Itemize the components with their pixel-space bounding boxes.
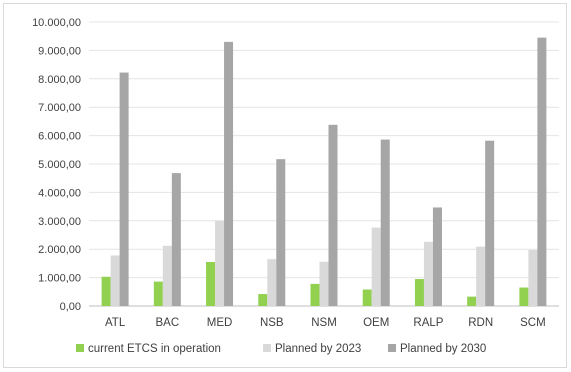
bar-rdn-series-1: [467, 296, 477, 306]
y-tick-label: 8.000,00: [38, 74, 81, 86]
y-tick-label: 6.000,00: [38, 131, 81, 143]
bar-nsm-series-3: [328, 124, 338, 306]
bar-ralp-series-1: [414, 279, 424, 306]
bar-nsm-series-2: [319, 261, 329, 306]
x-tick-label: RDN: [468, 317, 493, 329]
bar-bac-series-3: [171, 173, 181, 306]
y-tick-label: 0,00: [60, 301, 81, 313]
bar-med-series-1: [206, 261, 216, 306]
bar-bac-series-1: [153, 281, 163, 306]
y-tick-label: 10.000,00: [32, 17, 81, 29]
x-tick-label: OEM: [363, 317, 389, 329]
y-tick-label: 5.000,00: [38, 159, 81, 171]
x-tick-label: SCM: [520, 317, 546, 329]
x-tick-label: RALP: [413, 317, 443, 329]
y-tick-label: 3.000,00: [38, 216, 81, 228]
legend-swatch: [388, 344, 396, 352]
y-tick-label: 1.000,00: [38, 273, 81, 285]
bar-oem-series-2: [371, 227, 381, 306]
bar-atl-series-1: [101, 276, 111, 306]
x-tick-label: NSM: [311, 317, 337, 329]
bar-rdn-series-3: [485, 140, 495, 306]
x-tick-label: ATL: [105, 317, 126, 329]
x-tick-label: MED: [207, 317, 233, 329]
bar-med-series-3: [224, 41, 234, 306]
x-axis: ATL BAC MED NSB NSM OEM RALP RDN SCM: [105, 317, 546, 329]
bar-oem-series-3: [380, 139, 390, 306]
legend-swatch: [76, 344, 84, 352]
bar-atl-series-3: [119, 72, 129, 306]
y-tick-label: 2.000,00: [38, 244, 81, 256]
bar-scm-series-2: [528, 250, 538, 306]
bar-bac-series-2: [162, 245, 172, 306]
x-tick-label: NSB: [260, 317, 284, 329]
y-axis: 0,00 1.000,00 2.000,00 3.000,00 4.000,00 5.00…: [32, 17, 81, 313]
legend-label: current ETCS in operation: [88, 343, 221, 355]
bar-ralp-series-3: [432, 207, 442, 306]
legend-label: Planned by 2030: [400, 343, 486, 355]
bar-scm-series-3: [537, 37, 547, 307]
bar-nsb-series-1: [258, 294, 268, 306]
y-tick-label: 9.000,00: [38, 45, 81, 57]
x-tick-label: BAC: [156, 317, 180, 329]
y-tick-label: 7.000,00: [38, 102, 81, 114]
bars: [101, 37, 547, 307]
bar-nsb-series-3: [276, 159, 286, 306]
legend-swatch: [263, 344, 271, 352]
bar-rdn-series-2: [476, 246, 486, 306]
bar-nsm-series-1: [310, 283, 320, 306]
bar-med-series-2: [215, 220, 225, 306]
bar-scm-series-1: [519, 287, 529, 306]
bar-oem-series-1: [362, 289, 372, 306]
legend: current ETCS in operation Planned by 2023…: [76, 343, 486, 355]
bar-atl-series-2: [110, 255, 120, 306]
y-tick-label: 4.000,00: [38, 187, 81, 199]
bar-nsb-series-2: [267, 259, 277, 306]
bar-ralp-series-2: [423, 241, 433, 306]
legend-label: Planned by 2023: [275, 343, 361, 355]
